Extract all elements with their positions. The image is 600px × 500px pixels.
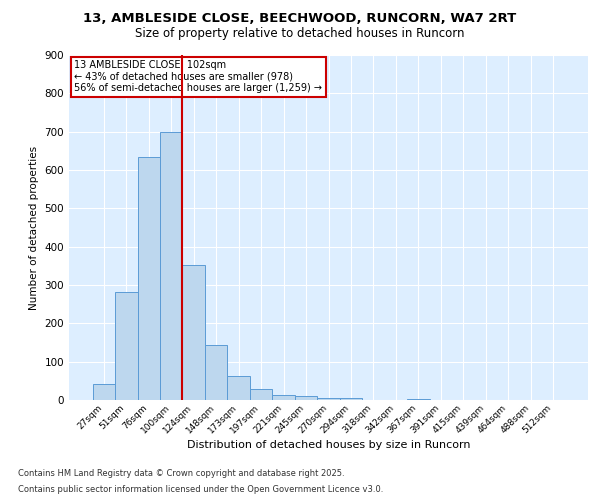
Y-axis label: Number of detached properties: Number of detached properties bbox=[29, 146, 39, 310]
Bar bbox=[407, 399, 430, 400]
Text: Size of property relative to detached houses in Runcorn: Size of property relative to detached ho… bbox=[135, 28, 465, 40]
Text: 13, AMBLESIDE CLOSE, BEECHWOOD, RUNCORN, WA7 2RT: 13, AMBLESIDE CLOSE, BEECHWOOD, RUNCORN,… bbox=[83, 12, 517, 26]
Bar bbox=[160, 132, 182, 400]
Bar bbox=[317, 398, 340, 400]
Bar bbox=[295, 396, 317, 400]
Bar bbox=[182, 264, 205, 400]
Bar bbox=[227, 376, 250, 400]
Bar bbox=[115, 292, 137, 400]
Bar bbox=[250, 388, 272, 400]
Text: 13 AMBLESIDE CLOSE: 102sqm
← 43% of detached houses are smaller (978)
56% of sem: 13 AMBLESIDE CLOSE: 102sqm ← 43% of deta… bbox=[74, 60, 322, 94]
X-axis label: Distribution of detached houses by size in Runcorn: Distribution of detached houses by size … bbox=[187, 440, 470, 450]
Text: Contains public sector information licensed under the Open Government Licence v3: Contains public sector information licen… bbox=[18, 485, 383, 494]
Bar bbox=[340, 398, 362, 400]
Bar bbox=[92, 384, 115, 400]
Bar bbox=[205, 345, 227, 400]
Bar bbox=[272, 395, 295, 400]
Text: Contains HM Land Registry data © Crown copyright and database right 2025.: Contains HM Land Registry data © Crown c… bbox=[18, 468, 344, 477]
Bar bbox=[137, 158, 160, 400]
